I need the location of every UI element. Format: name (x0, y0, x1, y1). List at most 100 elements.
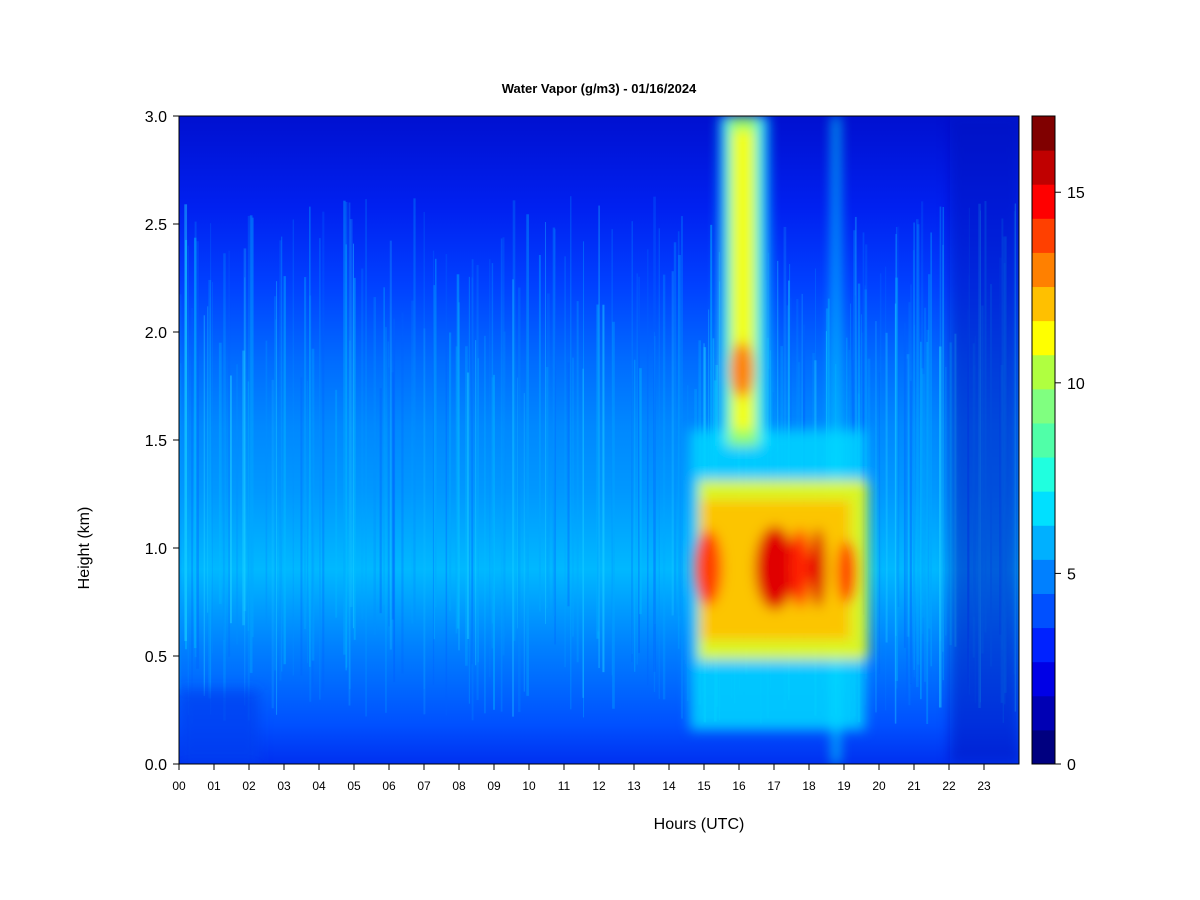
heatmap-streak (596, 307, 600, 632)
heatmap-streak (218, 342, 222, 604)
heatmap-streak (906, 354, 910, 637)
heatmap-streak (518, 287, 521, 713)
heatmap-streak (413, 198, 416, 627)
heatmap-streak (343, 200, 346, 655)
heatmap-streak (653, 331, 656, 693)
heatmap-streak (276, 281, 278, 715)
heatmap-streak (465, 346, 468, 666)
y-tick-label: 2.5 (145, 217, 167, 234)
heatmap-streak (905, 358, 908, 700)
heatmap-streak (383, 287, 385, 605)
colorbar-swatch (1032, 491, 1055, 526)
heatmap-streak (471, 277, 474, 665)
heatmap-streak (275, 319, 277, 635)
heatmap-streak (489, 259, 491, 678)
heatmap-streak (567, 362, 570, 607)
heatmap-streak (921, 201, 924, 635)
heatmap-streak (229, 375, 232, 624)
heatmap-streak (913, 324, 916, 678)
heatmap-streak (671, 271, 674, 616)
heatmap-streak (885, 332, 888, 643)
heatmap-streak (247, 381, 250, 631)
heatmap-streak (179, 380, 181, 690)
heatmap-streak (281, 236, 283, 672)
heatmap-streak (265, 340, 268, 626)
colorbar-swatch (1032, 695, 1055, 731)
heatmap-streak (942, 206, 945, 681)
heatmap-streak (448, 332, 452, 611)
heatmap-streak (349, 340, 351, 690)
heatmap-streak (251, 217, 254, 638)
heatmap-streak (942, 244, 944, 652)
heatmap-streak (570, 196, 572, 710)
heatmap-streak (194, 221, 197, 658)
x-tick-label: 20 (872, 779, 886, 793)
colorbar-swatch (1032, 422, 1055, 458)
heatmap-streak (423, 211, 425, 690)
heatmap-streak (638, 276, 640, 653)
heatmap-streak (247, 215, 250, 721)
heatmap-streak (411, 300, 414, 624)
heatmap-streak (920, 368, 924, 605)
heatmap-streak (611, 229, 613, 676)
y-tick-label: 3.0 (145, 109, 167, 126)
heatmap-streak (939, 206, 942, 642)
heatmap-streak (864, 289, 867, 629)
heatmap-streak (662, 274, 666, 700)
x-tick-label: 22 (942, 779, 956, 793)
heatmap-streak (523, 393, 525, 692)
heatmap-streak (345, 201, 348, 668)
colorbar-swatch (1032, 252, 1055, 288)
heatmap-streak (361, 268, 364, 620)
heatmap-streak (875, 321, 877, 713)
heatmap-streak (222, 349, 226, 640)
colorbar-tick-label: 15 (1067, 185, 1085, 202)
heatmap-streak (677, 231, 680, 649)
heatmap-streak (401, 312, 404, 674)
heatmap-streak (379, 388, 382, 614)
heatmap-streak (631, 346, 633, 662)
heatmap-streak (552, 227, 556, 617)
x-tick-label: 16 (732, 779, 746, 793)
heatmap-streak (596, 304, 599, 639)
heatmap-streak (654, 335, 656, 624)
heatmap-streak (391, 372, 394, 620)
x-tick-label: 15 (697, 779, 711, 793)
heatmap-streak (867, 358, 871, 633)
heatmap-streak (187, 245, 189, 715)
heatmap-streak (878, 372, 881, 674)
x-tick-label: 23 (977, 779, 991, 793)
heatmap-streak (865, 244, 868, 680)
heatmap-streak (243, 248, 247, 612)
heatmap-streak (502, 237, 505, 656)
heatmap-streak (196, 241, 199, 669)
heatmap-streak (207, 306, 209, 613)
heatmap-streak (922, 374, 925, 618)
x-axis-label: Hours (UTC) (654, 816, 745, 833)
heatmap-streak (854, 216, 857, 614)
heatmap-streak (212, 282, 213, 654)
x-tick-label: 21 (907, 779, 921, 793)
colorbar-swatch (1032, 150, 1055, 185)
heatmap-streak (300, 377, 303, 676)
heatmap-streak (385, 327, 387, 713)
heatmap-streak (516, 377, 518, 629)
heatmap-streak (307, 381, 309, 663)
heatmap-streak (862, 232, 865, 615)
heatmap-streak (912, 250, 915, 642)
heatmap-background (179, 116, 1019, 764)
colorbar-swatch (1032, 116, 1055, 151)
heatmap-streak (653, 196, 656, 672)
x-tick-label: 09 (487, 779, 501, 793)
colorbar-swatch (1032, 388, 1055, 424)
heatmap-streak (554, 229, 557, 645)
heatmap-streak (365, 199, 367, 717)
heatmap-streak (468, 276, 470, 704)
x-tick-label: 12 (592, 779, 606, 793)
heatmap-streak (304, 277, 307, 630)
heatmap-streak (491, 263, 494, 624)
heatmap-streak (242, 350, 245, 626)
heatmap-streak (895, 233, 898, 636)
plot-area (179, 116, 1019, 764)
